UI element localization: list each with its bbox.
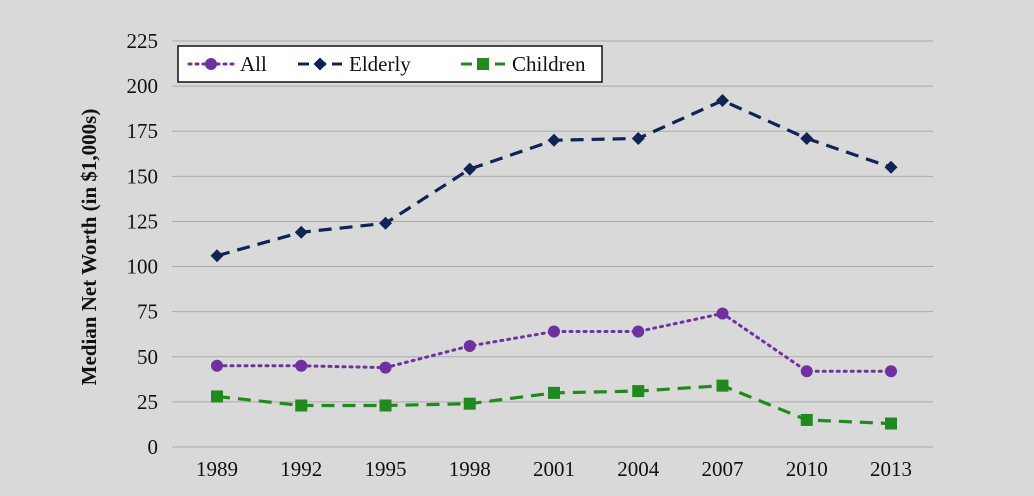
y-tick-label: 0 — [148, 435, 159, 459]
series-lines — [210, 94, 898, 430]
legend-item-elderly: Elderly — [298, 52, 411, 76]
all-line — [215, 311, 893, 373]
all-point — [548, 325, 560, 338]
x-tick-label: 1995 — [365, 457, 407, 481]
x-tick-label: 2013 — [870, 457, 912, 481]
legend-box — [177, 45, 603, 83]
children-point — [716, 379, 729, 392]
children-point — [379, 399, 392, 412]
legend-item-all: All — [187, 52, 267, 76]
y-tick-label: 175 — [127, 119, 159, 143]
x-tick-label: 1989 — [196, 457, 238, 481]
elderly-point — [716, 94, 729, 108]
children-point — [295, 399, 308, 412]
all-point — [800, 365, 813, 378]
elderly-point — [884, 160, 898, 174]
elderly-line — [216, 98, 892, 258]
y-tick-label: 125 — [127, 209, 159, 233]
elderly-point — [379, 216, 392, 230]
series-elderly — [210, 94, 898, 263]
elderly-point — [547, 133, 561, 147]
y-axis-label: Median Net Worth (in $1,000s) — [77, 109, 101, 386]
children-point — [885, 417, 897, 430]
children-point — [548, 386, 560, 399]
x-tick-label: 2007 — [702, 457, 744, 481]
y-tick-label: 50 — [137, 345, 158, 369]
legend-item-children: Children — [461, 52, 586, 76]
legend-label: Children — [512, 52, 586, 76]
children-point — [463, 397, 476, 410]
x-tick-label: 2010 — [786, 457, 828, 481]
children-point — [632, 385, 645, 398]
all-point — [716, 307, 729, 320]
all-point — [295, 359, 308, 372]
elderly-point — [210, 249, 224, 263]
children-point — [211, 390, 223, 403]
legend-marker — [205, 58, 217, 70]
legend-marker — [477, 58, 489, 70]
y-tick-labels: 0 25 50 75 100 125 150 175 200 225 — [127, 29, 159, 459]
y-tick-label: 150 — [127, 164, 159, 188]
x-tick-labels: 1989 1992 1995 1998 2001 2004 2007 2010 2013 — [196, 457, 912, 481]
x-tick-label: 2001 — [533, 457, 575, 481]
series-children — [211, 379, 897, 430]
y-tick-label: 100 — [127, 255, 159, 279]
all-point — [885, 365, 897, 378]
x-tick-label: 2004 — [617, 457, 660, 481]
elderly-point — [463, 162, 477, 176]
legend-label: All — [240, 52, 267, 76]
children-point — [800, 413, 813, 426]
y-tick-label: 25 — [137, 390, 158, 414]
elderly-point — [631, 131, 645, 145]
all-point — [379, 361, 392, 374]
all-point — [211, 359, 223, 372]
all-point — [632, 325, 645, 338]
x-tick-label: 1992 — [280, 457, 322, 481]
y-tick-label: 75 — [137, 300, 158, 324]
series-all — [211, 307, 897, 378]
legend-marker — [313, 57, 327, 71]
elderly-point — [800, 131, 814, 145]
y-tick-label: 200 — [127, 74, 159, 98]
elderly-point — [294, 225, 308, 239]
legend: All Elderly Children — [177, 45, 603, 83]
grid-lines — [172, 40, 933, 448]
y-tick-label: 225 — [127, 29, 159, 53]
all-point — [463, 339, 476, 352]
x-tick-label: 1998 — [449, 457, 491, 481]
legend-label: Elderly — [349, 52, 411, 76]
